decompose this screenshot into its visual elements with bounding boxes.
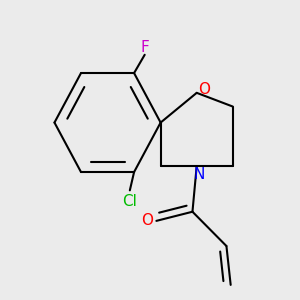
Text: F: F: [140, 40, 149, 56]
Text: N: N: [193, 167, 205, 182]
Text: O: O: [141, 213, 153, 228]
Text: O: O: [198, 82, 210, 97]
Text: Cl: Cl: [122, 194, 137, 209]
